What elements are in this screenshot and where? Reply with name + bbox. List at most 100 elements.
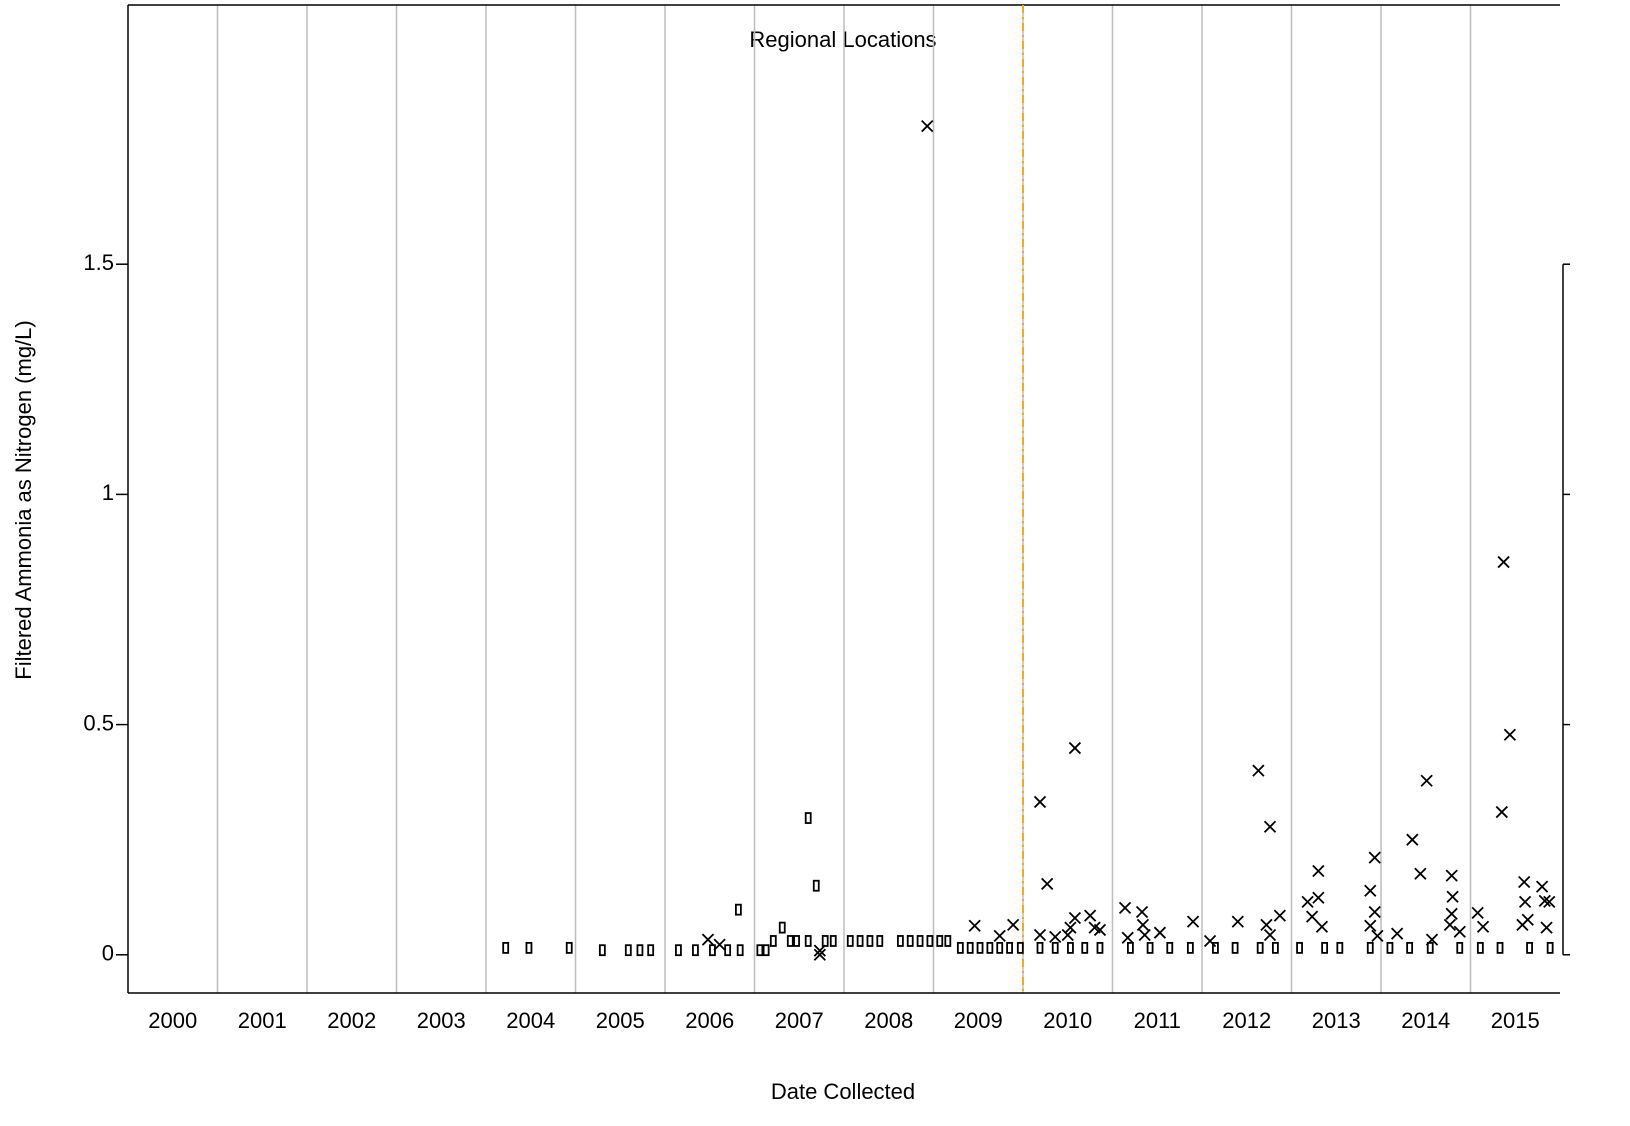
point [1518, 875, 1531, 889]
point [1135, 905, 1149, 919]
point [812, 879, 820, 892]
point [1406, 941, 1414, 954]
point [1263, 820, 1277, 833]
point [1546, 941, 1554, 954]
point [1051, 941, 1059, 954]
point [1231, 941, 1239, 954]
x-tick-label: 2002 [327, 1008, 376, 1033]
point [916, 935, 924, 947]
x-tick-label: 2005 [596, 1008, 645, 1033]
y-tick-label: 0.5 [83, 710, 114, 735]
point [1321, 941, 1329, 954]
point [793, 935, 800, 947]
point [769, 935, 777, 947]
point [1033, 928, 1047, 942]
point [1312, 891, 1325, 904]
point [762, 944, 770, 957]
point [1521, 913, 1534, 926]
x-tick-label: 2004 [506, 1008, 555, 1033]
x-tick-label: 2010 [1043, 1008, 1092, 1033]
x-axis-label: Date Collected [771, 1079, 915, 1104]
point [1495, 805, 1508, 819]
x-tick-label: 2015 [1491, 1008, 1540, 1033]
point [1496, 941, 1504, 954]
point [1186, 915, 1200, 928]
x-tick-label: 2007 [775, 1008, 824, 1033]
point [1093, 923, 1107, 937]
point [1538, 894, 1551, 908]
point [675, 944, 682, 957]
point [1526, 941, 1533, 954]
point [1518, 895, 1532, 908]
point [921, 119, 934, 133]
chart-title: Regional Locations [749, 27, 936, 52]
point [1068, 911, 1082, 925]
point [944, 935, 952, 947]
point [1064, 921, 1077, 934]
point [1445, 907, 1458, 920]
point [713, 938, 726, 951]
point [1041, 877, 1054, 891]
point [1453, 925, 1466, 938]
point [786, 935, 794, 947]
point [1540, 921, 1553, 934]
point [1497, 555, 1510, 569]
y-tick-label: 1.5 [83, 250, 114, 275]
point [1390, 927, 1404, 940]
point [1425, 933, 1439, 946]
point [1366, 941, 1374, 954]
point [906, 935, 914, 947]
point [1231, 915, 1244, 928]
point [1118, 901, 1132, 914]
point [829, 935, 837, 947]
x-tick-label: 2001 [238, 1008, 287, 1033]
point [993, 929, 1006, 943]
point [1186, 941, 1194, 954]
point [1271, 941, 1279, 954]
point [1067, 941, 1074, 954]
point [1368, 851, 1381, 864]
x-tick-label: 2014 [1401, 1008, 1450, 1033]
point [813, 948, 826, 961]
point [1476, 920, 1490, 933]
point [976, 941, 984, 954]
point [856, 935, 864, 947]
point [1203, 934, 1217, 948]
point [846, 935, 854, 947]
point [1127, 941, 1134, 954]
point [1263, 928, 1277, 942]
point [926, 935, 934, 947]
point [1049, 930, 1062, 943]
point [1256, 941, 1264, 954]
point [692, 944, 699, 957]
point [1006, 941, 1013, 954]
point [1153, 926, 1167, 939]
x-tick-label: 2003 [417, 1008, 466, 1033]
point [756, 944, 764, 957]
point [565, 941, 573, 954]
point [956, 941, 964, 954]
point [778, 921, 786, 934]
point [1273, 909, 1286, 922]
point [1364, 919, 1377, 932]
point [804, 812, 812, 824]
point [1315, 920, 1329, 933]
point [734, 903, 742, 916]
y-axis-label: Filtered Ammonia as Nitrogen (mg/L) [11, 320, 36, 679]
point [701, 933, 715, 946]
point [1096, 941, 1104, 954]
point [821, 935, 829, 947]
point [804, 935, 812, 947]
point [598, 944, 606, 957]
point [1033, 795, 1047, 809]
point [1476, 941, 1484, 954]
point [1368, 905, 1381, 919]
point [1007, 918, 1020, 931]
point [1406, 833, 1419, 846]
point [1386, 941, 1394, 954]
point [1121, 931, 1134, 944]
point [1420, 774, 1433, 787]
point [813, 944, 826, 957]
point [1016, 941, 1024, 954]
